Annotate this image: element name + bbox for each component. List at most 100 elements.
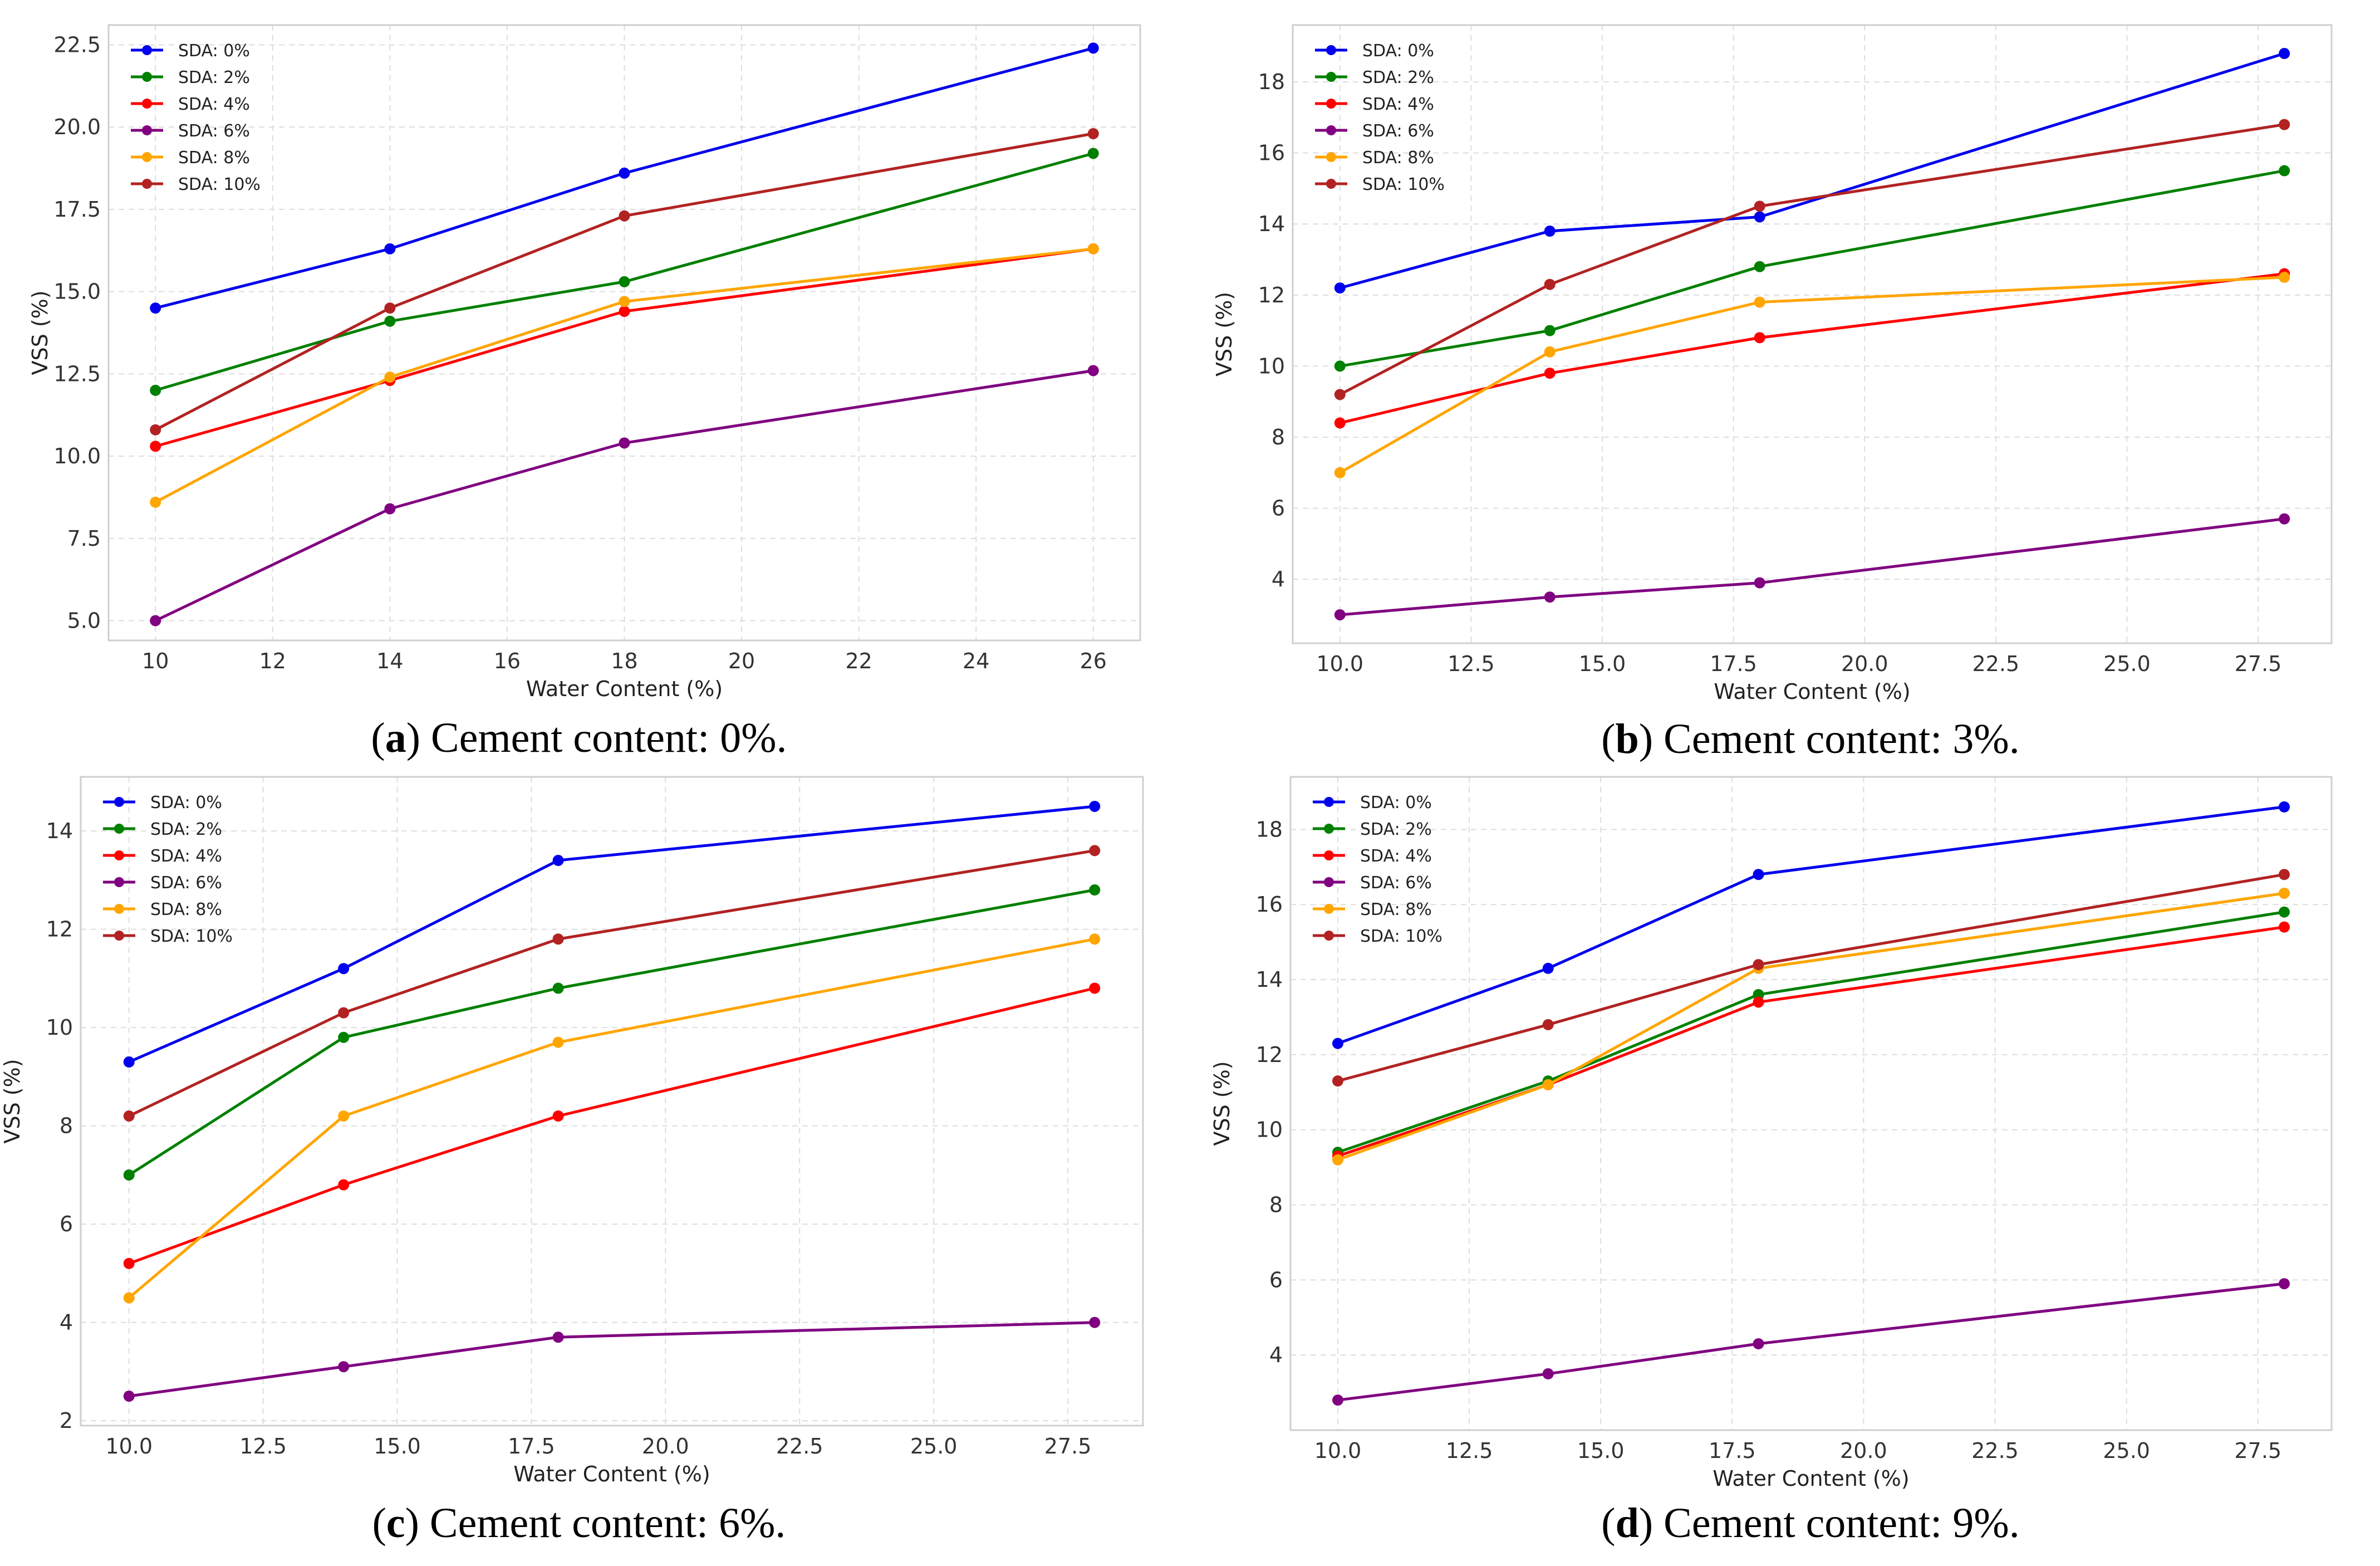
data-point [1753,869,1764,880]
data-point [1544,325,1555,336]
data-point [2279,801,2290,813]
y-tick-label: 10.0 [53,444,101,468]
y-tick-label: 17.5 [53,197,101,222]
x-tick-label: 27.5 [1044,1434,1092,1459]
x-tick-label: 20 [728,649,755,673]
data-point [1087,128,1099,139]
series-line [1339,517,2285,616]
y-tick-label: 12 [46,917,73,942]
legend-swatch-marker [114,931,124,941]
y-axis-label: VSS (%) [28,290,52,375]
x-tick-label: 15.0 [374,1434,421,1459]
y-tick-label: 14 [46,819,73,843]
data-point [1332,1075,1343,1087]
data-point [1754,200,1765,212]
series-line [1337,892,2285,1161]
y-tick-label: 8 [60,1114,73,1138]
data-point [2279,906,2290,918]
data-point [1332,1394,1343,1406]
legend-swatch-marker [142,179,152,189]
data-point [1334,389,1346,400]
data-point [1754,296,1765,308]
y-tick-label: 16 [1256,892,1283,917]
series-line [155,46,1094,310]
y-tick-label: 8 [1269,1193,1283,1217]
data-point [619,276,630,287]
x-tick-label: 14 [376,649,403,673]
data-point [1753,1338,1764,1349]
series-line [155,152,1094,392]
x-axis-label: Water Content (%) [513,1462,710,1486]
x-tick-label: 12.5 [1447,652,1495,676]
legend-swatch-marker [1326,125,1336,135]
legend-entry: SDA: 0% [178,41,250,61]
data-point [1089,884,1101,895]
data-point [338,1031,350,1043]
data-point [384,503,396,515]
data-point [1544,226,1555,237]
y-tick-label: 4 [1269,1343,1283,1367]
legend-entry: SDA: 6% [178,121,250,141]
legend-entry: SDA: 2% [178,68,250,87]
data-point [1334,609,1346,620]
legend-entry: SDA: 8% [1360,900,1432,919]
panel-caption: (c) Cement content: 6%. [372,1500,786,1547]
data-point [1087,243,1099,255]
data-point [1334,417,1346,429]
data-point [1332,1154,1343,1166]
data-point [1334,282,1346,294]
y-tick-label: 12.5 [53,361,101,386]
x-tick-label: 25.0 [910,1434,958,1459]
series-line [155,369,1094,622]
legend-entry: SDA: 2% [1362,68,1434,87]
data-point [1544,278,1555,290]
x-tick-label: 25.0 [2103,652,2151,676]
legend-swatch-marker [114,904,124,914]
data-point [1753,959,1764,971]
x-tick-label: 22.5 [1971,1438,2019,1463]
data-point [619,306,630,317]
y-tick-label: 6 [1269,1268,1283,1292]
data-point [1754,332,1765,344]
x-tick-label: 25.0 [2103,1438,2150,1463]
data-point [552,855,564,867]
x-tick-label: 24 [963,649,989,673]
x-tick-label: 10 [142,649,169,673]
plot-area [1290,777,2332,1430]
legend-entry: SDA: 6% [150,873,222,893]
x-tick-label: 17.5 [508,1434,555,1459]
legend-entry: SDA: 0% [1360,793,1432,813]
data-point [552,1110,564,1122]
x-tick-label: 22 [845,649,872,673]
data-point [552,1036,564,1048]
legend-entry: SDA: 0% [1362,41,1434,61]
legend-swatch-marker [1324,797,1334,807]
y-tick-label: 6 [1272,496,1285,521]
chart-panel-a: 10 12 14 16 18 20 22 24 26 5.0 7.5 10.0 12.5 15.0 17.5… [28,24,1141,761]
data-point [338,1179,350,1191]
series-line [128,805,1095,1064]
data-point [1542,1079,1554,1090]
x-tick-label: 15.0 [1577,1438,1625,1463]
legend-entry: SDA: 6% [1360,873,1432,893]
data-point [1754,577,1765,589]
legend-swatch-marker [142,125,152,135]
chart-panel-c: 10.0 12.5 15.0 17.5 20.0 22.5 25.0 27.5 2 4 6 8 10 12… [0,776,1144,1547]
data-point [2279,869,2290,880]
y-tick-label: 14 [1256,967,1283,992]
plot-area [81,777,1143,1426]
data-point [1542,1019,1554,1030]
series-line [128,937,1095,1299]
data-point [2279,513,2290,525]
x-tick-label: 10.0 [1317,652,1364,676]
y-tick-label: 4 [1272,567,1285,591]
x-tick-label: 22.5 [1972,652,2020,676]
y-tick-label: 8 [1272,425,1285,449]
data-point [2279,921,2290,933]
data-point [384,302,396,314]
series-line [1339,276,2285,474]
data-point [384,315,396,327]
data-point [1334,360,1346,372]
legend-swatch-marker [142,99,152,109]
x-tick-label: 22.5 [776,1434,823,1459]
